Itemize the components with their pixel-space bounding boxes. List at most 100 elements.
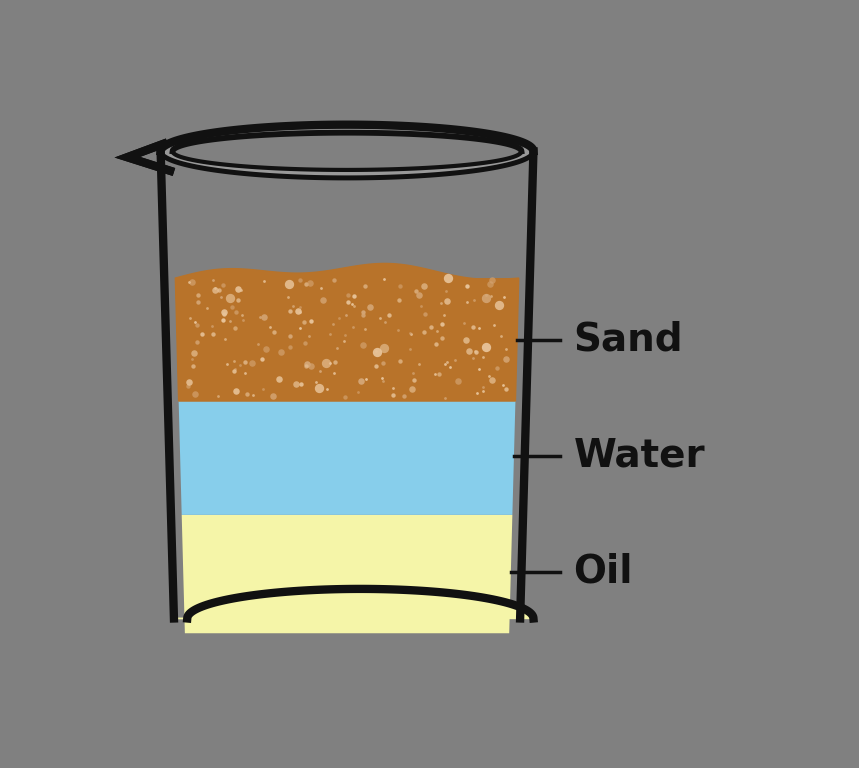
Point xyxy=(435,297,448,310)
Point xyxy=(291,305,305,317)
Point xyxy=(356,306,370,319)
Point xyxy=(238,356,252,368)
Point xyxy=(294,273,308,286)
Point xyxy=(253,311,267,323)
Point xyxy=(236,313,250,326)
Point xyxy=(440,295,454,307)
Point xyxy=(414,300,428,312)
Point xyxy=(347,300,361,312)
Point xyxy=(393,280,407,292)
Point xyxy=(299,359,313,372)
Point xyxy=(409,284,423,296)
Point xyxy=(330,343,344,355)
Point xyxy=(344,298,358,310)
Point xyxy=(228,355,241,367)
Point xyxy=(256,382,270,395)
Point xyxy=(317,294,331,306)
Point xyxy=(328,356,342,368)
Point xyxy=(376,376,390,388)
Point xyxy=(398,390,411,402)
Point xyxy=(438,358,452,370)
Point xyxy=(359,373,373,386)
Point xyxy=(212,283,226,296)
Point xyxy=(482,370,496,382)
Point xyxy=(479,289,493,301)
Point xyxy=(238,367,252,379)
Point xyxy=(246,389,259,401)
Point xyxy=(216,308,230,320)
Point xyxy=(417,280,430,292)
Point xyxy=(259,343,273,355)
Point xyxy=(187,347,201,359)
Point xyxy=(460,296,474,308)
Point xyxy=(466,352,480,364)
Point xyxy=(341,290,355,302)
Point xyxy=(356,309,369,321)
Point xyxy=(283,341,297,353)
Point xyxy=(235,284,248,296)
Point xyxy=(216,314,230,326)
Polygon shape xyxy=(179,401,515,515)
Point xyxy=(206,327,220,339)
Point xyxy=(251,338,265,350)
Point xyxy=(460,333,473,346)
Point xyxy=(448,353,462,366)
Point xyxy=(436,332,449,344)
Point xyxy=(412,290,426,302)
Point xyxy=(490,362,503,374)
Point xyxy=(341,296,355,309)
Point xyxy=(347,290,361,302)
Point xyxy=(476,350,490,362)
Point xyxy=(438,392,452,404)
Point xyxy=(467,294,481,306)
Point xyxy=(182,376,196,388)
Point xyxy=(217,306,231,319)
Point xyxy=(185,276,198,288)
Point xyxy=(451,375,465,387)
Point xyxy=(470,386,484,399)
Point xyxy=(430,338,443,350)
Point xyxy=(258,275,271,287)
Point xyxy=(300,358,314,370)
Point xyxy=(227,365,241,377)
Point xyxy=(181,379,195,392)
Point xyxy=(499,343,513,355)
Point xyxy=(323,328,337,340)
Point xyxy=(478,340,492,353)
Point xyxy=(188,387,202,399)
Point xyxy=(326,317,339,329)
Point xyxy=(382,309,396,321)
Point xyxy=(220,358,234,370)
Point xyxy=(216,279,230,291)
Point xyxy=(338,329,352,342)
Point xyxy=(228,322,241,334)
Point xyxy=(418,308,432,320)
Point xyxy=(484,290,497,303)
Point xyxy=(392,294,405,306)
Point xyxy=(440,356,454,368)
Point xyxy=(412,358,426,370)
Point xyxy=(229,306,243,318)
Point xyxy=(356,339,370,351)
Point xyxy=(231,283,245,295)
Point xyxy=(282,278,295,290)
Point xyxy=(182,276,196,288)
Point xyxy=(218,333,232,345)
Point xyxy=(183,313,197,325)
Point xyxy=(314,366,327,378)
Point xyxy=(391,324,405,336)
Point xyxy=(440,284,454,296)
Point xyxy=(350,386,364,398)
Point xyxy=(377,273,391,286)
Point xyxy=(417,326,431,338)
Point xyxy=(205,319,219,332)
Point xyxy=(358,323,372,336)
Point xyxy=(370,346,384,359)
Point xyxy=(484,273,498,286)
Point xyxy=(293,322,307,334)
Point xyxy=(245,357,259,369)
Point xyxy=(405,383,419,396)
Point xyxy=(274,346,288,358)
Point xyxy=(327,367,341,379)
Point xyxy=(405,328,418,340)
